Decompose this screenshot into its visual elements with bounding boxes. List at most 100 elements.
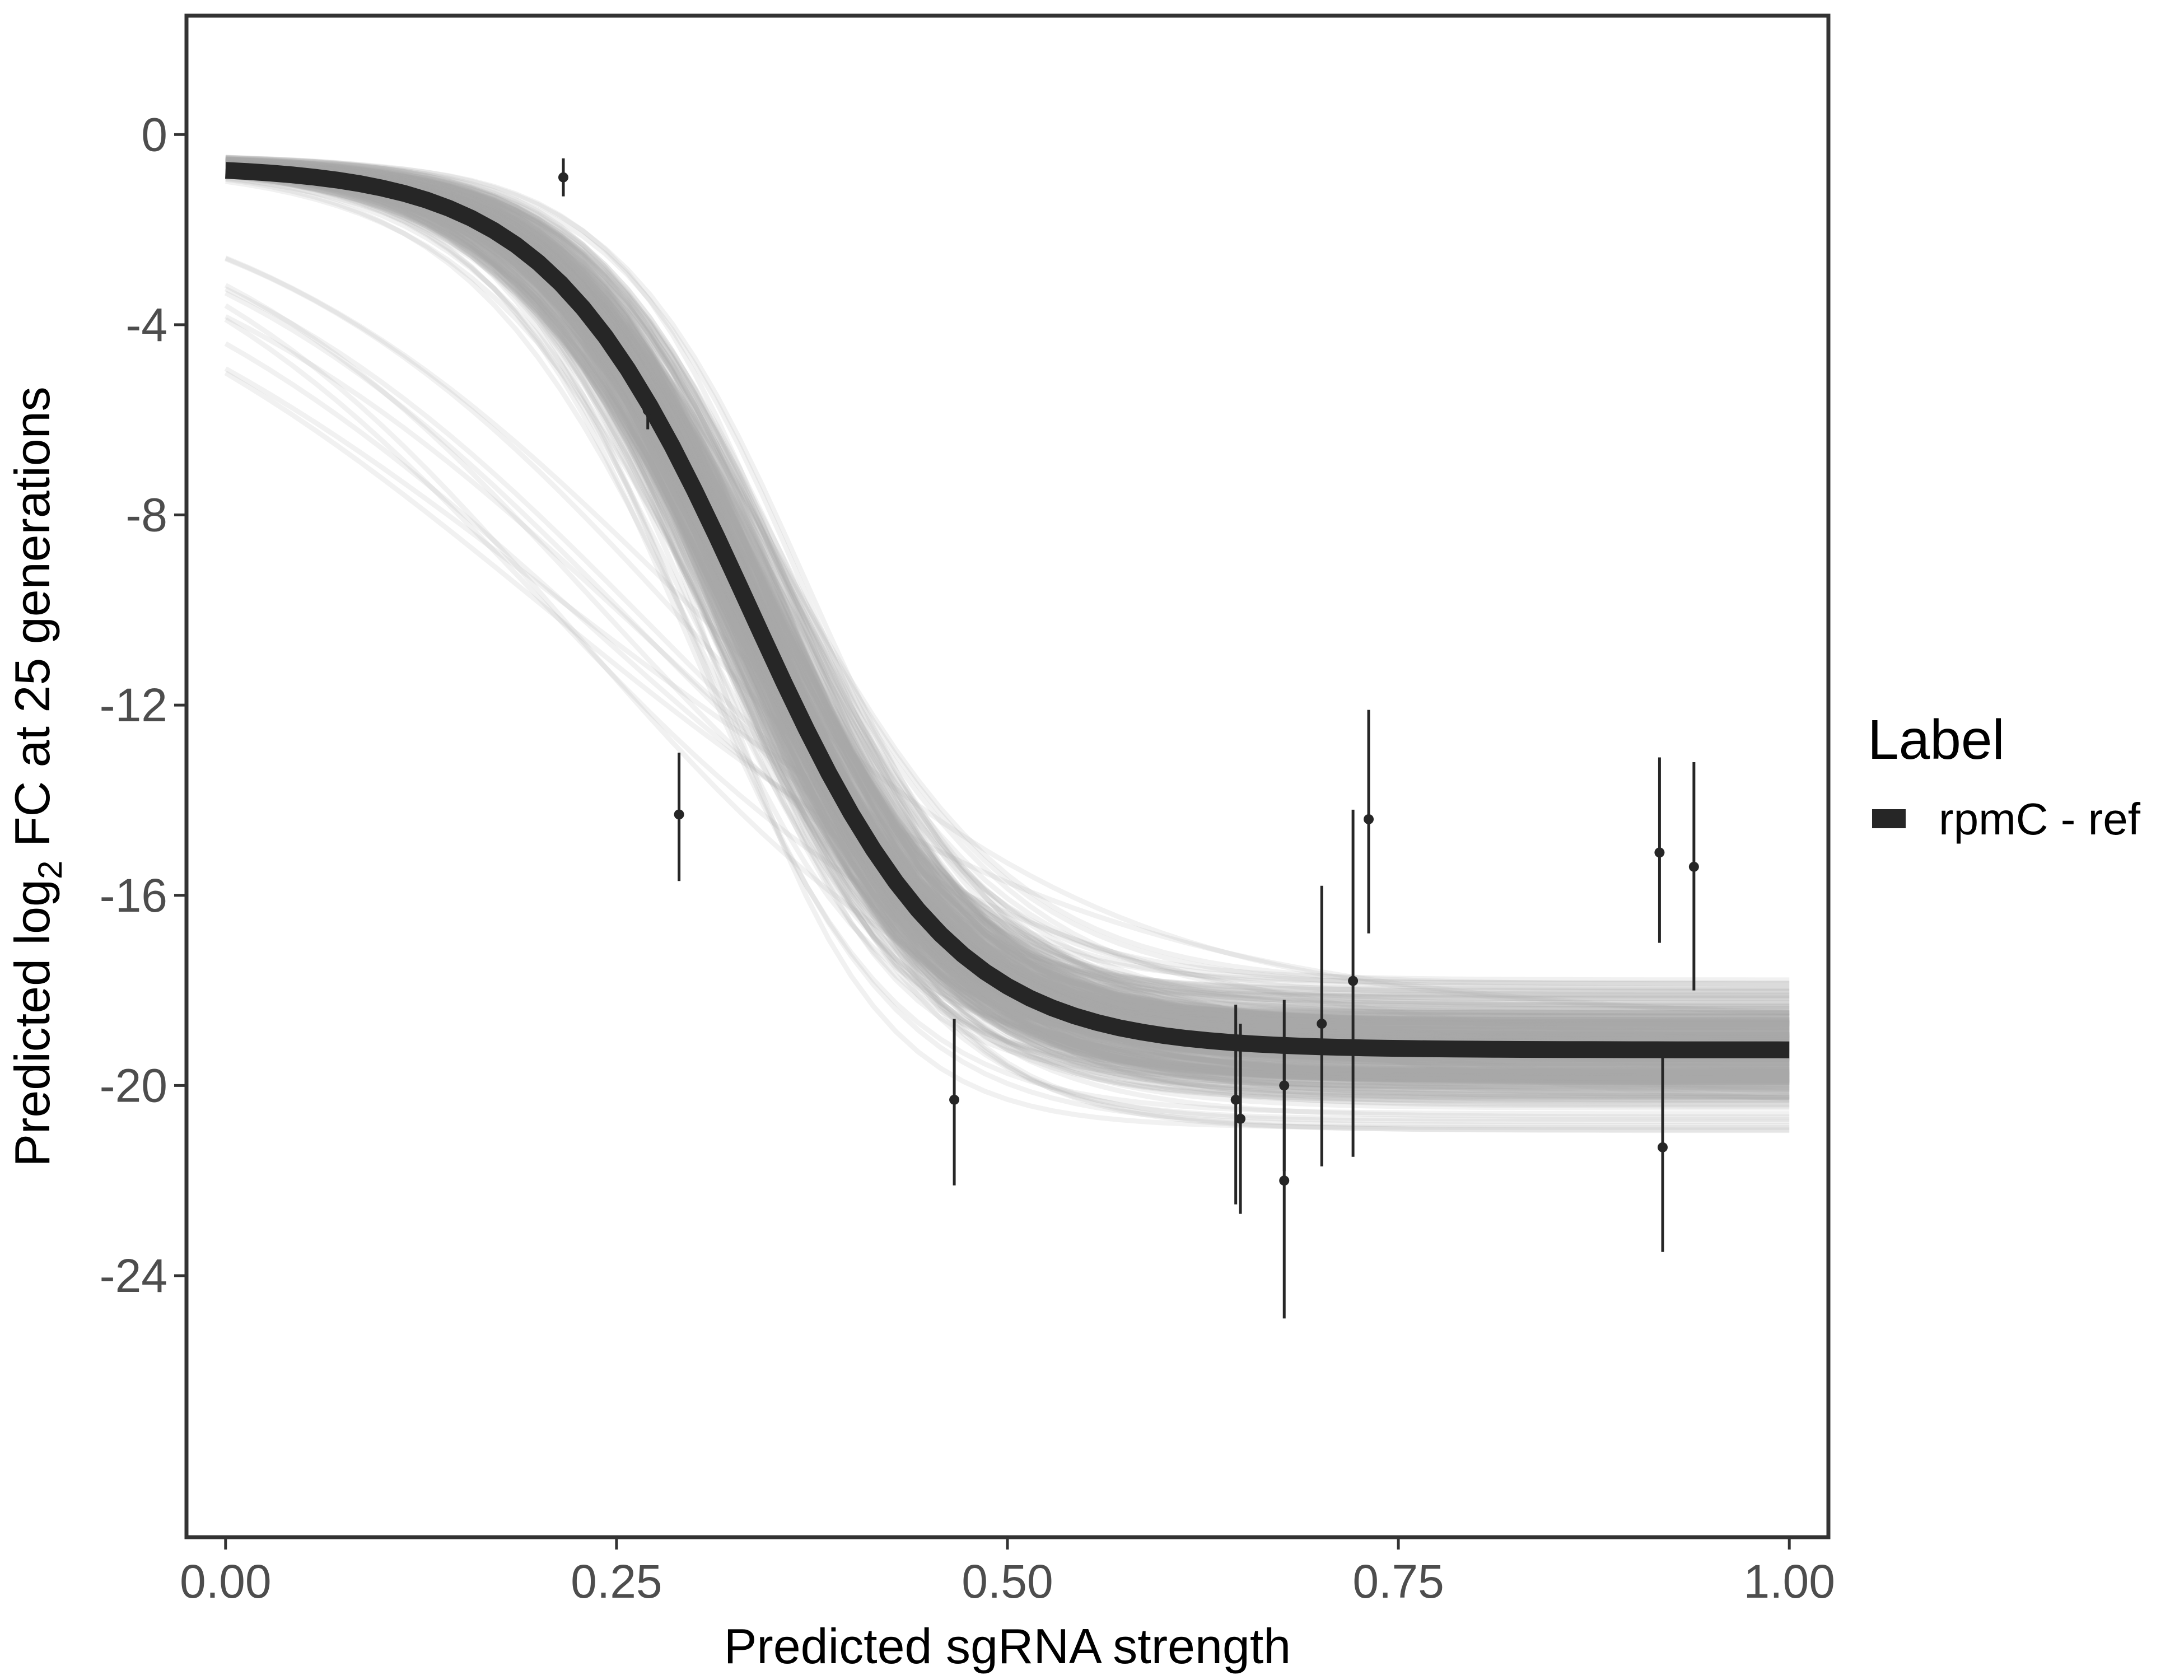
posterior-draw-line <box>225 167 1790 1040</box>
posterior-draw-line <box>225 163 1790 1026</box>
posterior-draw-line <box>224 286 1790 1094</box>
y-axis-title-subscript: 2 <box>31 861 69 879</box>
posterior-draw-line <box>225 163 1790 986</box>
posterior-draw-line <box>225 158 1790 1082</box>
posterior-draw-line <box>225 155 1790 1000</box>
posterior-draw-line <box>225 166 1790 1128</box>
legend: Label rpmC - ref <box>1868 708 2141 844</box>
posterior-draw-line <box>225 163 1790 1026</box>
posterior-draw-line <box>225 167 1790 1088</box>
x-tick-label: 0.25 <box>571 1555 662 1608</box>
posterior-draw-line <box>225 170 1790 1072</box>
posterior-draw-line <box>225 165 1790 994</box>
x-tick-label: 0.50 <box>962 1555 1053 1608</box>
posterior-draw-line <box>225 164 1790 1039</box>
posterior-draw-line <box>225 158 1790 1063</box>
posterior-draw-line <box>225 167 1790 1031</box>
point-marker <box>1279 1175 1290 1186</box>
posterior-draw-line <box>225 163 1790 1025</box>
data-point <box>558 158 568 197</box>
posterior-draw-line <box>225 172 1790 1034</box>
posterior-draw-line <box>225 161 1790 1061</box>
point-marker <box>1364 814 1374 824</box>
posterior-draw-line <box>225 169 1790 1063</box>
posterior-draw-line <box>225 157 1790 1025</box>
y-axis-title: Predicted log2 FC at 25 generations <box>4 386 69 1166</box>
posterior-draw-line <box>225 170 1790 1034</box>
posterior-draw-line <box>225 169 1790 1111</box>
posterior-draw-line <box>225 166 1790 1074</box>
posterior-draw-line <box>225 167 1790 1025</box>
point-marker <box>1688 861 1699 872</box>
posterior-draw-line <box>225 164 1790 1061</box>
posterior-draw-line <box>225 174 1790 1044</box>
posterior-draw-line <box>225 172 1790 1086</box>
posterior-draw-line <box>225 155 1790 1083</box>
posterior-draw-line <box>225 158 1790 1038</box>
posterior-draw-line <box>225 165 1790 1070</box>
posterior-draw-line <box>225 162 1790 1039</box>
posterior-draw-line <box>225 157 1790 1099</box>
posterior-draw-line <box>225 165 1790 1024</box>
posterior-draw-line <box>225 167 1790 1075</box>
posterior-draw-line <box>225 163 1790 1080</box>
posterior-draw-line <box>225 165 1790 1026</box>
data-point <box>1235 1024 1246 1214</box>
x-axis-title: Predicted sgRNA strength <box>724 1618 1291 1674</box>
posterior-draw-line <box>225 165 1790 1078</box>
point-marker <box>1235 1113 1246 1124</box>
posterior-draw-line <box>224 314 1790 1102</box>
data-point <box>1279 1047 1290 1319</box>
posterior-draw-line <box>225 161 1790 1090</box>
point-marker <box>1348 976 1359 986</box>
posterior-draw-line <box>224 317 1790 1042</box>
posterior-draw-line <box>225 169 1790 994</box>
posterior-draws <box>224 155 1790 1133</box>
posterior-draw-line <box>225 161 1790 1073</box>
posterior-draw-line <box>225 169 1790 1027</box>
posterior-draw-line <box>225 165 1790 1068</box>
fit-layer <box>225 162 1790 1058</box>
posterior-draw-line <box>225 171 1790 1040</box>
posterior-draw-line <box>225 160 1790 1077</box>
posterior-draw-line <box>225 156 1790 1081</box>
y-axis: 0 -4 -8 -12 -16 -20 -24 <box>100 108 185 1302</box>
posterior-draw-line <box>225 168 1790 1064</box>
posterior-draw-line <box>225 255 1790 1015</box>
x-tick-label: 0.00 <box>180 1555 272 1608</box>
posterior-draw-line <box>225 158 1790 1084</box>
posterior-draw-line <box>225 162 1790 1038</box>
posterior-draw-line <box>225 166 1790 1038</box>
posterior-draw-line <box>225 160 1790 1033</box>
legend-key <box>1872 809 1906 828</box>
posterior-draw-line <box>225 164 1790 1007</box>
posterior-draw-line <box>225 162 1790 1133</box>
fit-curve-rpmC-ref <box>225 162 1790 1058</box>
data-point <box>642 391 653 430</box>
posterior-draw-line <box>225 165 1790 1082</box>
posterior-draw-line <box>225 165 1790 1010</box>
posterior-draw-line <box>225 156 1790 1015</box>
posterior-draw-line <box>225 166 1790 1042</box>
posterior-draw-line <box>225 166 1790 1080</box>
posterior-draw-line <box>225 164 1790 1039</box>
posterior-draw-line <box>225 162 1790 1027</box>
point-marker <box>1654 847 1665 858</box>
data-point <box>1658 1052 1668 1252</box>
posterior-draw-line <box>225 165 1790 1081</box>
posterior-draw-line <box>225 165 1790 1044</box>
posterior-draw-line <box>225 165 1790 1077</box>
posterior-draw-line <box>225 166 1790 1011</box>
y-tick-label: -24 <box>100 1249 167 1302</box>
data-point <box>1317 885 1327 1166</box>
posterior-draw-line <box>225 164 1790 1077</box>
posterior-draw-line <box>225 166 1790 1062</box>
posterior-draw-line <box>225 163 1790 1100</box>
posterior-draw-line <box>225 167 1790 1103</box>
posterior-draw-line <box>225 172 1790 1117</box>
posterior-draw-line <box>225 164 1790 1067</box>
posterior-draw-line <box>225 163 1790 1086</box>
posterior-draw-line <box>225 156 1790 1040</box>
data-point <box>1688 762 1699 991</box>
